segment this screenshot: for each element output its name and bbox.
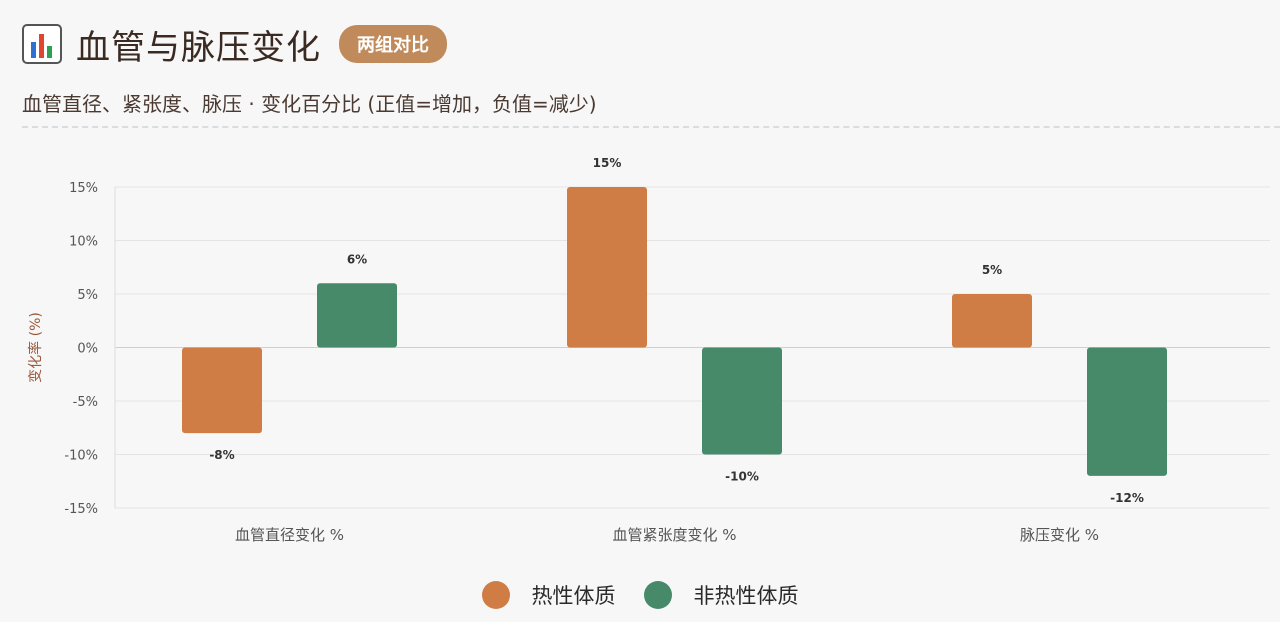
legend-label-hot: 热性体质 — [531, 584, 616, 608]
chart-header: 血管与脉压变化 两组对比 — [22, 18, 447, 70]
y-tick-label: 10% — [69, 235, 98, 250]
y-tick-label: 0% — [77, 342, 98, 357]
data-label: -10% — [725, 470, 759, 484]
header-divider — [22, 126, 1280, 128]
bar-nonhot — [317, 283, 397, 348]
y-tick-label: -15% — [64, 502, 98, 517]
legend-label-nonhot: 非热性体质 — [693, 584, 799, 608]
legend-swatch-nonhot — [643, 581, 672, 609]
bar-nonhot — [702, 347, 782, 455]
data-label: 5% — [982, 263, 1002, 277]
chart-subtitle: 血管直径、紧张度、脉压 · 变化百分比 (正值=增加，负值=减少) — [22, 92, 597, 116]
page-title: 血管与脉压变化 — [76, 27, 321, 68]
y-tick-label: -5% — [73, 395, 98, 410]
x-tick-label: 脉压变化 % — [1020, 526, 1099, 544]
bar-hot — [182, 347, 262, 434]
y-axis-label: 变化率 (%) — [27, 312, 44, 383]
data-label: -8% — [209, 448, 234, 462]
bar-chart-icon — [22, 24, 62, 64]
x-tick-label: 血管紧张度变化 % — [612, 526, 736, 544]
bar-hot — [952, 294, 1032, 348]
y-tick-label: 5% — [77, 288, 98, 303]
data-label: 6% — [347, 252, 367, 266]
x-tick-label: 血管直径变化 % — [235, 526, 344, 544]
y-tick-label: 15% — [69, 181, 98, 196]
legend-item-nonhot[interactable]: 非热性体质 — [643, 580, 799, 610]
data-label: -12% — [1110, 491, 1144, 505]
group-badge: 两组对比 — [339, 25, 447, 63]
y-tick-label: -10% — [64, 449, 98, 464]
bar-hot — [567, 187, 647, 348]
data-label: 15% — [593, 156, 622, 170]
chart-legend: 热性体质 非热性体质 — [0, 580, 1280, 610]
legend-item-hot[interactable]: 热性体质 — [481, 580, 616, 610]
bar-chart: 15% 10% 5% 0% -5% -10% -15% 变化率 (%) -8% 6% 血管直径变化 … — [27, 156, 1270, 544]
legend-swatch-hot — [481, 581, 510, 609]
bar-nonhot — [1087, 347, 1167, 476]
